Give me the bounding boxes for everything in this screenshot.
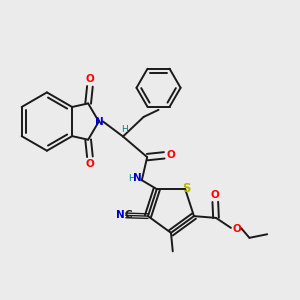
Text: H: H: [128, 174, 134, 183]
Text: O: O: [85, 74, 94, 84]
Text: N: N: [116, 210, 124, 220]
Text: O: O: [85, 159, 94, 169]
Text: O: O: [211, 190, 220, 200]
Text: H: H: [122, 125, 128, 134]
Text: C: C: [125, 210, 133, 220]
Text: O: O: [167, 150, 176, 160]
Text: N: N: [95, 117, 104, 127]
Text: N: N: [133, 173, 142, 183]
Text: O: O: [232, 224, 242, 234]
Text: S: S: [182, 182, 190, 195]
